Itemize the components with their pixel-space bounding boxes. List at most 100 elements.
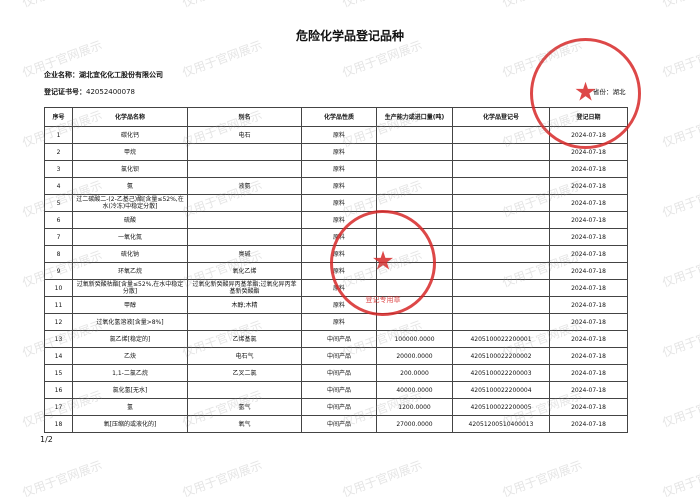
registration-office-stamp: ★ <box>530 38 641 149</box>
table-row: 18 氧[压缩的或液化的] 氧气 中间产品 27000.0000 420512005104… <box>44 415 628 433</box>
table-cell: 原料 <box>301 194 377 212</box>
table-cell: 液氨 <box>187 177 302 195</box>
table-cell: 2024-07-18 <box>549 211 628 229</box>
page-title: 危险化学品登记品种 <box>295 29 404 43</box>
table-row: 3 氯化钡 原料 2024-07-18 <box>44 160 628 178</box>
table-cell: 氧化乙烯 <box>187 262 302 280</box>
watermark: 仅用于官网展示 <box>660 318 700 360</box>
table-cell: 200.0000 <box>376 364 453 382</box>
table-row: 14 乙炔 电石气 中间产品 20000.0000 4205100022200002 202… <box>44 347 628 365</box>
table-cell: 1200.0000 <box>376 398 453 416</box>
table-cell <box>452 296 550 314</box>
page-number: 1/2 <box>40 435 53 444</box>
column-header: 序号 <box>44 107 73 127</box>
table-cell: 臭碱 <box>187 245 302 263</box>
company-label: 企业名称： <box>44 71 79 79</box>
column-header: 别名 <box>187 107 302 127</box>
table-cell: 原料 <box>301 126 377 144</box>
table-cell: 2024-07-18 <box>549 245 628 263</box>
table-cell: 3 <box>44 160 73 178</box>
table-cell: 过二碳酸二-(2-乙基己)酯[含量≤52%,在水(冷冻)中稳定分散] <box>72 194 188 212</box>
watermark: 仅用于官网展示 <box>660 458 700 497</box>
table-cell: 甲醇 <box>72 296 188 314</box>
table-cell <box>452 126 550 144</box>
table-cell: 420510002220000​1 <box>452 330 550 348</box>
table-cell: 13 <box>44 330 73 348</box>
table-cell <box>452 143 550 161</box>
watermark: 仅用于官网展示 <box>340 458 425 497</box>
table-cell <box>376 126 453 144</box>
star-icon: ★ <box>371 246 395 277</box>
watermark: 仅用于官网展示 <box>20 458 105 497</box>
cert-number: 42052400078 <box>86 88 135 96</box>
watermark: 仅用于官网展示 <box>660 0 700 11</box>
table-cell <box>187 160 302 178</box>
table-cell: 氯化钡 <box>72 160 188 178</box>
star-icon: ★ <box>573 77 598 107</box>
table-cell: 甲烷 <box>72 143 188 161</box>
watermark: 仅用于官网展示 <box>20 0 105 11</box>
table-cell <box>187 381 302 399</box>
table-cell: 100000.0000 <box>376 330 453 348</box>
table-cell: 12 <box>44 313 73 331</box>
watermark: 仅用于官网展示 <box>180 0 265 11</box>
table-cell: 原料 <box>301 160 377 178</box>
table-row: 5 过二碳酸二-(2-乙基己)酯[含量≤52%,在水(冷冻)中稳定分散] 原料 202… <box>44 194 628 212</box>
table-cell <box>187 211 302 229</box>
table-cell <box>452 177 550 195</box>
watermark: 仅用于官网展示 <box>500 0 585 11</box>
cert-line: 登记证书号：42052400078 <box>44 87 135 97</box>
table-cell: 过氧化新癸酸异丙基苯酯;过氧化异丙苯基新癸酸酯 <box>187 279 302 297</box>
table-cell: 乙炔 <box>72 347 188 365</box>
table-cell: 过氧化氢溶液[含量>8%] <box>72 313 188 331</box>
table-cell: 氯化氢[无水] <box>72 381 188 399</box>
table-cell <box>452 313 550 331</box>
company-name: 湖北宜化化工股份有限公司 <box>79 71 163 79</box>
table-cell: 碳化钙 <box>72 126 188 144</box>
watermark: 仅用于官网展示 <box>660 108 700 150</box>
watermark: 仅用于官网展示 <box>340 0 425 11</box>
table-row: 15 1,1-二氯乙烷 乙叉二氯 中间产品 200.0000 42051000222000… <box>44 364 628 382</box>
table-cell: 中间产品 <box>301 398 377 416</box>
table-cell: 2024-07-18 <box>549 398 628 416</box>
table-cell: 乙叉二氯 <box>187 364 302 382</box>
table-cell: 2024-07-18 <box>549 177 628 195</box>
table-cell <box>376 143 453 161</box>
table-cell: 15 <box>44 364 73 382</box>
table-cell: 硫酸 <box>72 211 188 229</box>
table-cell: 氧气 <box>187 415 302 433</box>
table-cell: 2 <box>44 143 73 161</box>
table-cell: 环氧乙烷 <box>72 262 188 280</box>
table-cell: 1,1-二氯乙烷 <box>72 364 188 382</box>
table-cell: 2024-07-18 <box>549 415 628 433</box>
table-row: 1 碳化钙 电石 原料 2024-07-18 <box>44 126 628 144</box>
table-cell: 氢气 <box>187 398 302 416</box>
table-cell: 2024-07-18 <box>549 296 628 314</box>
table-cell: 氧[压缩的或液化的] <box>72 415 188 433</box>
table-cell: 14 <box>44 347 73 365</box>
table-row: 17 氢氢气 中间产品 1200.0000 4205100022200005 2024-0… <box>44 398 628 416</box>
table-cell: 中间产品 <box>301 347 377 365</box>
table-cell: 乙烯基氯 <box>187 330 302 348</box>
column-header: 化学品名称 <box>72 107 188 127</box>
table-cell: 2024-07-18 <box>549 228 628 246</box>
table-cell <box>376 177 453 195</box>
table-cell: 2024-07-18 <box>549 160 628 178</box>
table-row: 12 过氧化氢溶液[含量>8%] 原料 2024-07-18 <box>44 313 628 331</box>
table-cell <box>187 194 302 212</box>
table-cell <box>452 245 550 263</box>
table-cell: 电石 <box>187 126 302 144</box>
table-row: 16 氯化氢[无水] 中间产品 40000.0000 4205100022200004 2… <box>44 381 628 399</box>
table-cell: 17 <box>44 398 73 416</box>
table-row: 2 甲烷 原料 2024-07-18 <box>44 143 628 161</box>
table-cell: 中间产品 <box>301 415 377 433</box>
table-row: 4 氨液氨 原料 2024-07-18 <box>44 177 628 195</box>
table-cell: 氯乙烯[稳定的] <box>72 330 188 348</box>
company-line: 企业名称：湖北宜化化工股份有限公司 <box>44 70 163 80</box>
table-cell: 2024-07-18 <box>549 347 628 365</box>
column-header: 生产能力或进口量(吨) <box>376 107 453 127</box>
table-cell: 中间产品 <box>301 364 377 382</box>
table-cell: 中间产品 <box>301 381 377 399</box>
watermark: 仅用于官网展示 <box>660 388 700 430</box>
